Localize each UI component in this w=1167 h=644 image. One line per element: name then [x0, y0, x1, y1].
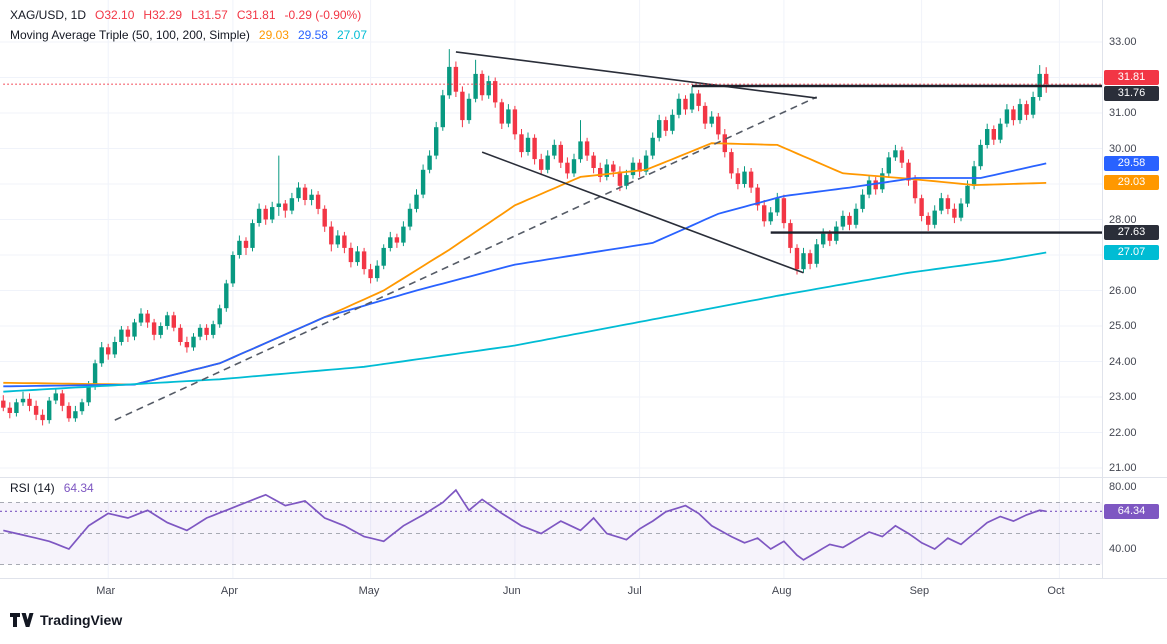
time-tick-Apr: Apr — [220, 585, 239, 597]
ohlc-open: O32.10 — [95, 8, 135, 22]
ohlc-close: C31.81 — [236, 8, 276, 22]
ma-indicator-legend[interactable]: Moving Average Triple (50, 100, 200, Sim… — [10, 28, 367, 42]
time-axis[interactable]: Mar Apr May Jun Jul Aug Sep Oct — [0, 578, 1102, 605]
price-tick: 26.00 — [1109, 284, 1137, 297]
time-tick-Jun: Jun — [502, 585, 521, 597]
ma-indicator-title: Moving Average Triple (50, 100, 200, Sim… — [10, 28, 250, 42]
price-label-31.81: 31.81 — [1104, 69, 1159, 85]
price-tick: 30.00 — [1109, 142, 1137, 155]
price-tick: 22.00 — [1109, 426, 1137, 439]
price-change: -0.29 (-0.90%) — [284, 8, 362, 22]
time-tick-Jul: Jul — [627, 585, 642, 597]
price-tick: 24.00 — [1109, 355, 1137, 368]
tradingview-brand[interactable]: TradingView — [10, 612, 122, 628]
price-tick: 21.00 — [1109, 462, 1137, 474]
price-label-27.63: 27.63 — [1104, 225, 1159, 241]
tradingview-logo-icon — [10, 613, 34, 627]
rsi-tick: 40.00 — [1109, 543, 1137, 555]
symbol-title: XAG/USD, 1D — [10, 8, 87, 22]
price-label-29.03: 29.03 — [1104, 175, 1159, 191]
price-tick: 33.00 — [1109, 36, 1137, 48]
price-label-27.07: 27.07 — [1104, 245, 1159, 260]
rsi-value-label: 64.34 — [1104, 503, 1159, 519]
rsi-indicator-legend[interactable]: RSI (14) 64.34 — [10, 481, 94, 495]
time-tick-Sep: Sep — [909, 585, 930, 597]
ma200-value: 27.07 — [336, 28, 368, 42]
price-label-31.76: 31.76 — [1104, 85, 1159, 101]
ohlc-high: H32.29 — [143, 8, 183, 22]
rsi-tick: 80.00 — [1109, 481, 1137, 493]
time-tick-Mar: Mar — [96, 585, 116, 597]
ma100-value: 29.58 — [297, 28, 328, 42]
price-tick: 28.00 — [1109, 213, 1137, 226]
price-tick: 31.00 — [1109, 107, 1137, 119]
time-tick-Oct: Oct — [1047, 585, 1065, 597]
symbol-legend[interactable]: XAG/USD, 1D O32.10 H32.29 L31.57 C31.81 … — [10, 8, 361, 22]
ohlc-low: L31.57 — [191, 8, 228, 22]
price-axis[interactable]: 33.0032.0031.0030.0029.0028.0027.0026.00… — [1102, 0, 1167, 578]
ma50-value: 29.03 — [258, 28, 289, 42]
time-tick-May: May — [358, 585, 380, 597]
time-tick-Aug: Aug — [771, 585, 792, 597]
brand-name: TradingView — [40, 612, 123, 628]
price-label-29.58: 29.58 — [1104, 155, 1159, 171]
price-tick: 23.00 — [1109, 391, 1137, 403]
rsi-indicator-title: RSI (14) — [10, 481, 55, 495]
rsi-value: 64.34 — [63, 481, 94, 495]
price-tick: 25.00 — [1109, 320, 1137, 332]
